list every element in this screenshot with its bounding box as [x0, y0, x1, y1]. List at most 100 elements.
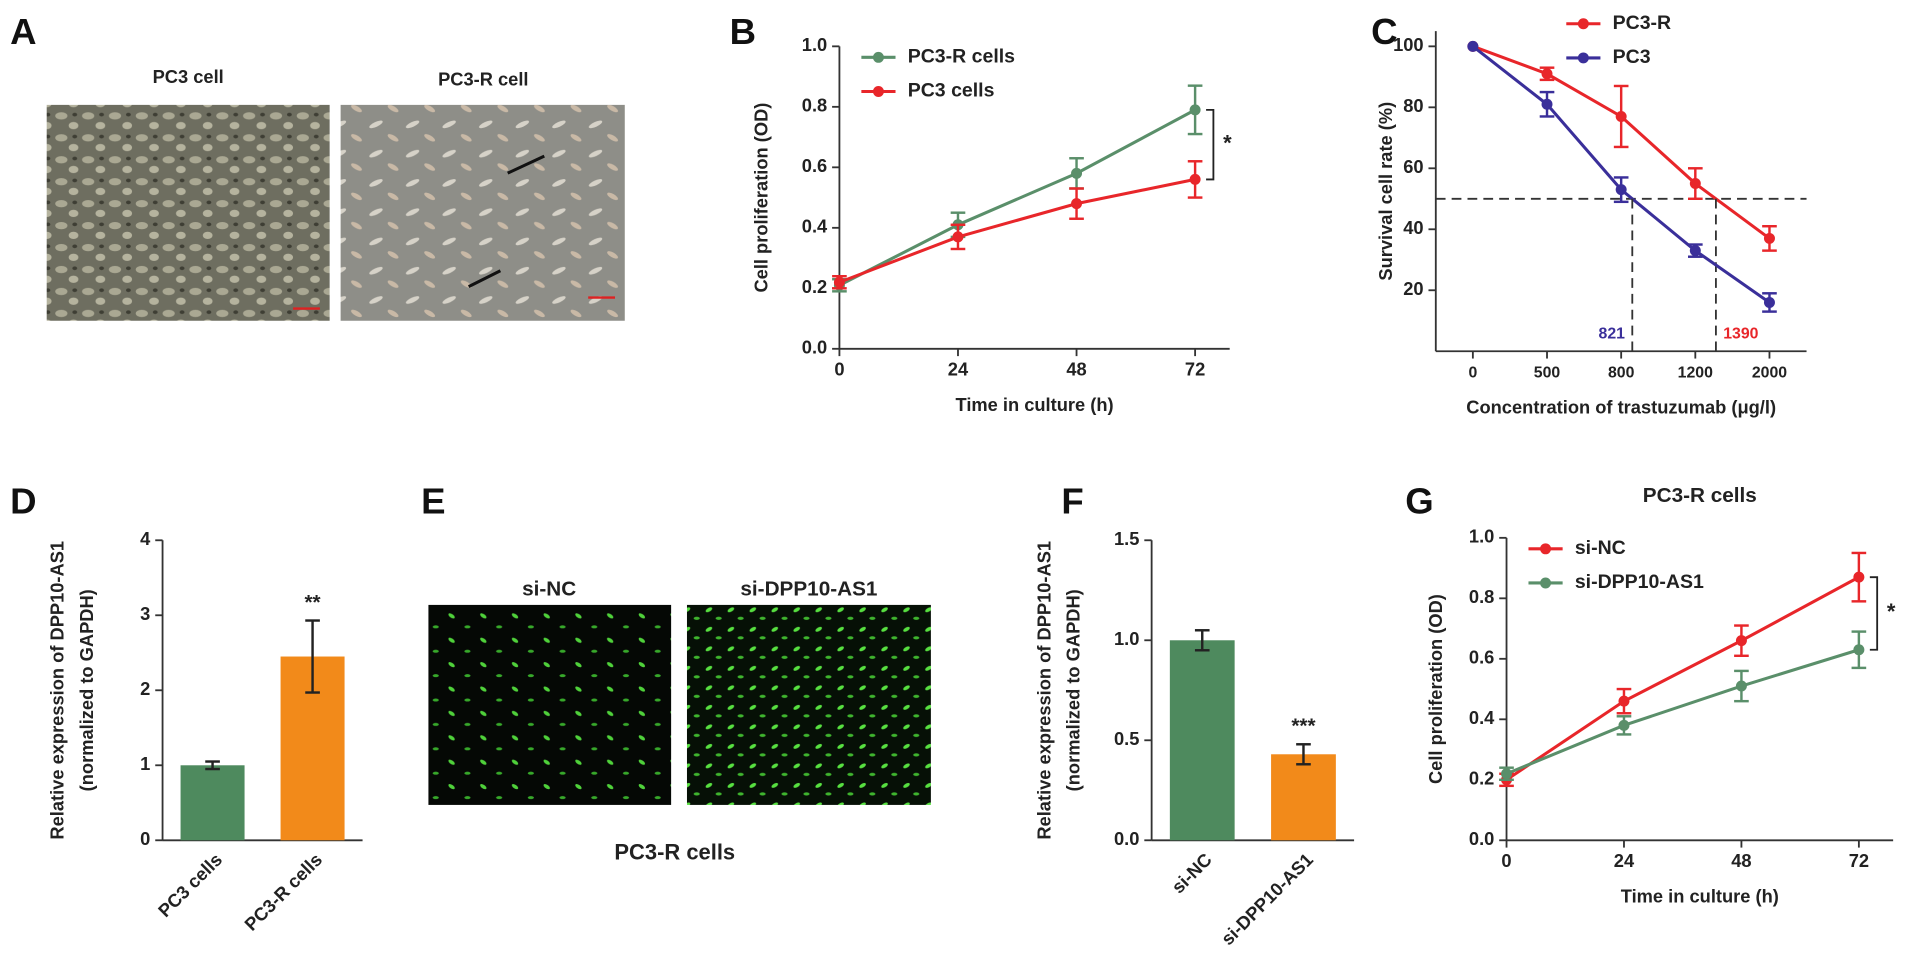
legend-label: si-DPP10-AS1 — [1575, 571, 1704, 593]
arrow — [467, 269, 502, 288]
x-tick-label: si-NC — [1167, 849, 1216, 898]
data-point — [1618, 695, 1630, 707]
data-point — [1763, 296, 1775, 308]
y-tick-label: 1.5 — [1114, 528, 1139, 549]
y-tick-label: 3 — [140, 603, 150, 624]
x-tick-label: PC3 cells — [154, 849, 226, 921]
y-axis-title: Relative expression of DPP10-AS1 — [47, 541, 68, 840]
y-tick-label: 0.0 — [802, 337, 827, 358]
image-label: PC3 cell — [153, 66, 224, 87]
micrograph — [340, 104, 625, 321]
data-point — [1541, 98, 1553, 110]
data-point — [1853, 571, 1865, 583]
panel-letter: E — [421, 480, 445, 521]
panel-letter: A — [10, 11, 36, 52]
panel-letter: C — [1371, 11, 1397, 52]
legend-marker — [1577, 18, 1589, 30]
x-tick-label: 2000 — [1752, 364, 1787, 381]
image-label: si-NC — [522, 578, 576, 601]
significance: ** — [304, 591, 321, 614]
y-tick-label: 1.0 — [802, 34, 827, 55]
x-axis-title: Time in culture (h) — [955, 394, 1113, 415]
x-tick-label: 48 — [1731, 850, 1751, 871]
legend-label: PC3-R — [1613, 12, 1672, 34]
legend-label: si-NC — [1575, 537, 1626, 559]
data-point — [1467, 40, 1479, 52]
y-tick-label: 80 — [1403, 95, 1423, 116]
y-tick-label: 1 — [140, 753, 150, 774]
data-point — [1618, 719, 1630, 731]
x-tick-label: 0 — [1501, 850, 1511, 871]
y-tick-label: 0.6 — [802, 155, 827, 176]
x-tick-label: 72 — [1185, 359, 1205, 380]
legend-marker — [1577, 52, 1589, 64]
legend-marker — [1540, 577, 1552, 589]
x-tick-label: PC3-R cells — [240, 849, 326, 935]
x-tick-label: 24 — [948, 359, 969, 380]
data-point — [1615, 110, 1627, 122]
data-point — [1071, 167, 1083, 179]
y-axis-title: (normalized to GAPDH) — [76, 589, 97, 791]
data-point — [1071, 198, 1083, 210]
series-line — [838, 108, 1196, 287]
x-tick-label: 1200 — [1678, 364, 1713, 381]
data-point — [1735, 680, 1747, 692]
data-point — [1541, 68, 1553, 80]
data-point — [1189, 104, 1201, 116]
data-point — [1853, 644, 1865, 656]
data-point — [952, 231, 964, 243]
significance: *** — [1291, 715, 1316, 738]
significance-bracket — [1869, 576, 1879, 651]
x-axis-title: Concentration of trastuzumab (μg/l) — [1466, 396, 1776, 417]
panel-letter: D — [10, 480, 36, 521]
bar — [1271, 754, 1336, 841]
y-tick-label: 0.4 — [802, 216, 828, 237]
legend-label: PC3 — [1613, 46, 1651, 68]
series-line — [1505, 575, 1860, 782]
significance: * — [1223, 130, 1232, 155]
data-point — [1189, 173, 1201, 185]
y-tick-label: 0.0 — [1469, 828, 1494, 849]
bar — [180, 765, 245, 841]
y-tick-label: 4 — [140, 528, 151, 549]
y-axis-title: Relative expression of DPP10-AS1 — [1033, 541, 1054, 840]
legend-label: PC3 cells — [908, 80, 995, 102]
panel-letter: B — [730, 11, 756, 52]
ic50-label: 821 — [1599, 325, 1626, 342]
legend-marker — [872, 51, 884, 63]
x-tick-label: 48 — [1066, 359, 1086, 380]
fluorescence-image — [428, 604, 672, 805]
y-tick-label: 0 — [140, 828, 150, 849]
x-tick-label: 0 — [1468, 364, 1477, 381]
bar — [1169, 640, 1235, 841]
legend-label: PC3-R cells — [908, 45, 1015, 67]
x-tick-label: 72 — [1849, 850, 1869, 871]
y-tick-label: 0.2 — [1469, 768, 1494, 789]
y-axis-title: (normalized to GAPDH) — [1063, 589, 1084, 791]
y-tick-label: 40 — [1403, 217, 1423, 238]
data-point — [1689, 245, 1701, 257]
y-tick-label: 0.8 — [802, 95, 827, 116]
image-caption: PC3-R cells — [614, 839, 735, 864]
data-point — [1735, 635, 1747, 647]
y-tick-label: 2 — [140, 678, 150, 699]
y-tick-label: 1.0 — [1469, 526, 1494, 547]
series-line — [838, 177, 1196, 284]
series-line — [1505, 648, 1860, 776]
data-point — [1763, 232, 1775, 244]
y-tick-label: 1.0 — [1114, 628, 1139, 649]
x-tick-label: 500 — [1534, 364, 1561, 381]
data-point — [833, 276, 845, 288]
significance-bracket — [1206, 108, 1215, 181]
x-tick-label: 0 — [834, 359, 844, 380]
y-tick-label: 60 — [1403, 156, 1423, 177]
data-point — [1615, 184, 1627, 196]
image-label: si-DPP10-AS1 — [740, 578, 877, 601]
y-axis-title: Survival cell rate (%) — [1375, 102, 1396, 281]
y-tick-label: 20 — [1403, 278, 1423, 299]
legend-marker — [1540, 543, 1552, 555]
y-tick-label: 100 — [1393, 34, 1424, 55]
y-tick-label: 0.5 — [1114, 728, 1139, 749]
